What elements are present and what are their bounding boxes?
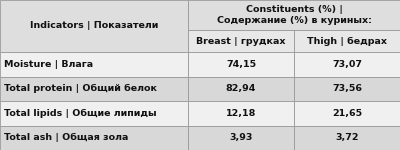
Bar	[0, 76, 188, 101]
Bar	[188, 0, 400, 30]
Bar	[294, 30, 400, 52]
Bar	[0, 52, 188, 76]
Text: 3,93: 3,93	[229, 133, 253, 142]
Bar	[188, 76, 294, 101]
Bar	[294, 101, 400, 126]
Text: Thigh | бедрах: Thigh | бедрах	[307, 36, 387, 46]
Bar	[0, 126, 188, 150]
Text: 73,07: 73,07	[332, 60, 362, 69]
Text: 12,18: 12,18	[226, 109, 256, 118]
Text: 73,56: 73,56	[332, 84, 362, 93]
Bar	[188, 52, 294, 76]
Bar	[188, 126, 294, 150]
Text: 21,65: 21,65	[332, 109, 362, 118]
Bar	[294, 76, 400, 101]
Text: Indicators | Показатели: Indicators | Показатели	[30, 21, 158, 30]
Text: Constituents (%) |
Содержание (%) в куриных:: Constituents (%) | Содержание (%) в кури…	[216, 5, 372, 25]
Text: Moisture | Влага: Moisture | Влага	[4, 60, 93, 69]
Text: Total protein | Общий белок: Total protein | Общий белок	[4, 84, 157, 93]
Bar	[0, 0, 188, 52]
Bar	[0, 101, 188, 126]
Bar	[188, 30, 294, 52]
Text: 74,15: 74,15	[226, 60, 256, 69]
Bar	[294, 52, 400, 76]
Text: Total ash | Общая зола: Total ash | Общая зола	[4, 133, 128, 142]
Bar	[294, 126, 400, 150]
Bar	[188, 101, 294, 126]
Text: Breast | грудках: Breast | грудках	[196, 36, 286, 45]
Text: Total lipids | Общие липиды: Total lipids | Общие липиды	[4, 109, 157, 118]
Text: 82,94: 82,94	[226, 84, 256, 93]
Text: 3,72: 3,72	[335, 133, 359, 142]
